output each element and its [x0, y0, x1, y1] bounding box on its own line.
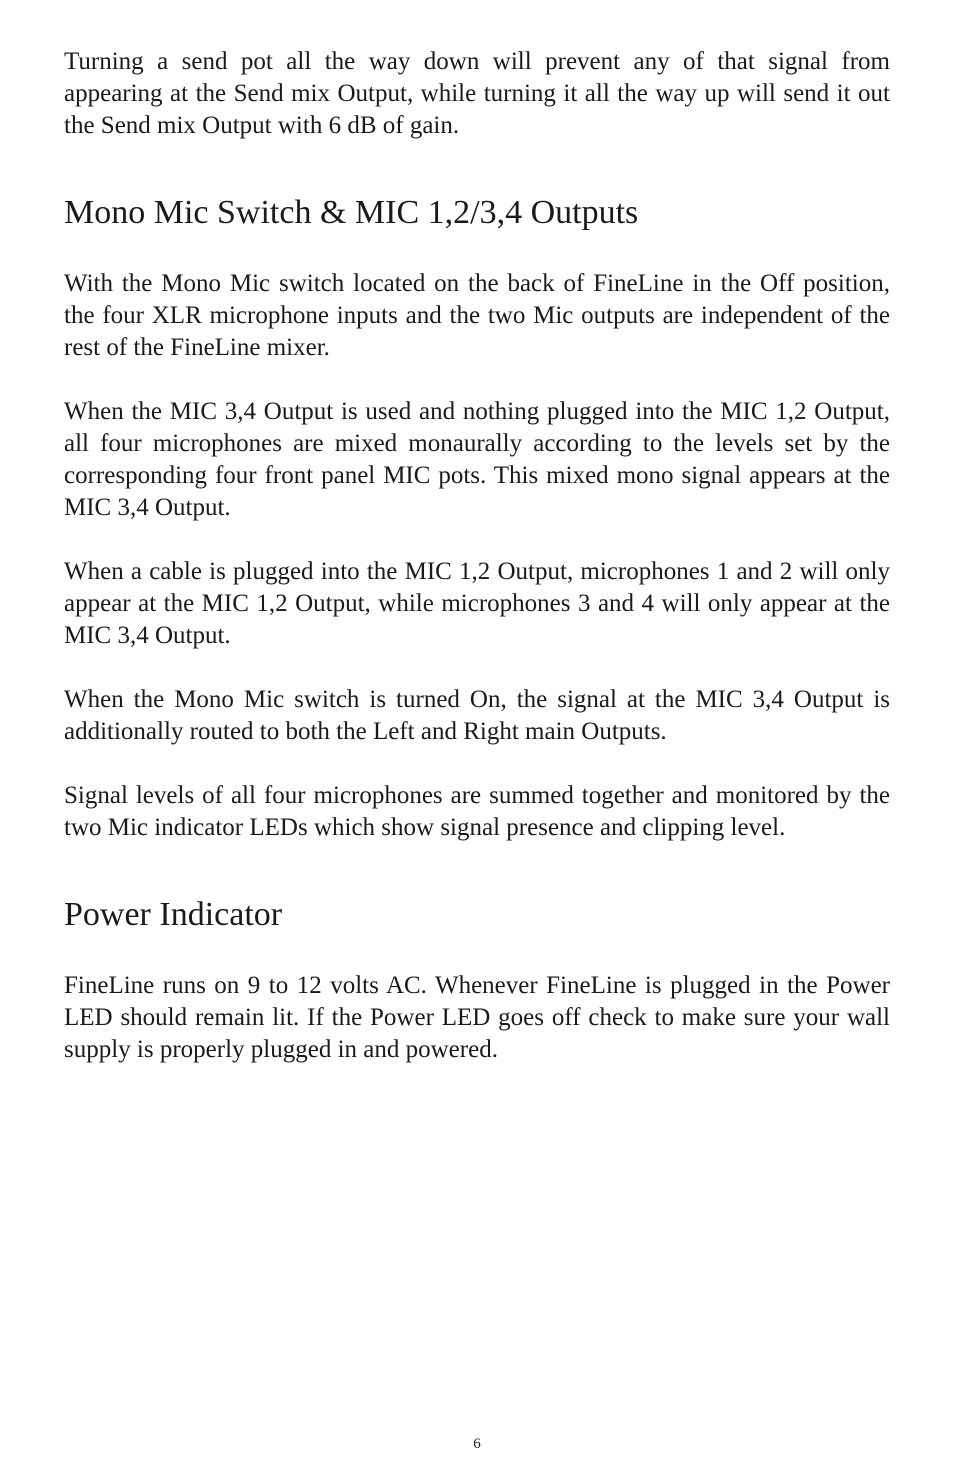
page-number: 6	[0, 1436, 954, 1453]
paragraph-lead: Turning a send pot all the way down will…	[64, 46, 890, 142]
heading-mono-mic: Mono Mic Switch & MIC 1,2/3,4 Outputs	[64, 194, 890, 232]
paragraph-mono-1: With the Mono Mic switch located on the …	[64, 268, 890, 364]
paragraph-mono-5: Signal levels of all four microphones ar…	[64, 780, 890, 844]
paragraph-mono-2: When the MIC 3,4 Output is used and noth…	[64, 396, 890, 524]
paragraph-power-1: FineLine runs on 9 to 12 volts AC. Whene…	[64, 970, 890, 1066]
heading-power-indicator: Power Indicator	[64, 896, 890, 934]
paragraph-mono-3: When a cable is plugged into the MIC 1,2…	[64, 556, 890, 652]
page: Turning a send pot all the way down will…	[0, 0, 954, 1475]
paragraph-mono-4: When the Mono Mic switch is turned On, t…	[64, 684, 890, 748]
